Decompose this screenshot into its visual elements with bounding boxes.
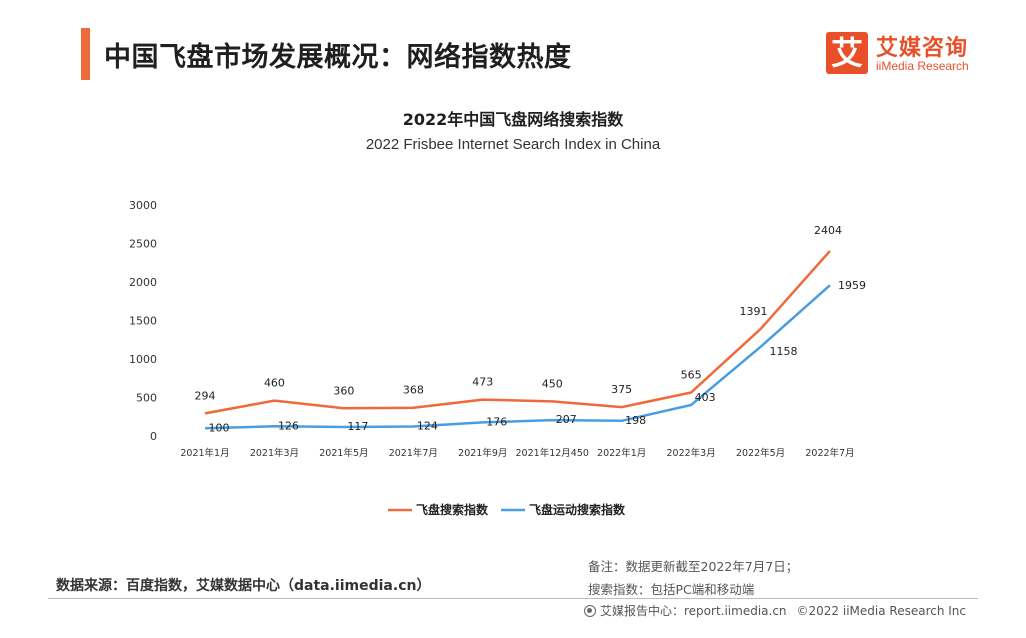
footer: 艾媒报告中心：report.iimedia.cn ©2022 iiMedia R… [584,602,966,619]
y-tick-label: 2000 [129,276,157,289]
x-tick-label: 2022年7月 [805,447,854,459]
footer-divider [48,598,978,599]
y-tick-label: 2500 [129,238,157,251]
x-tick-label: 2021年9月 [458,447,507,459]
copyright: ©2022 iiMedia Research Inc [796,603,967,618]
data-label: 375 [611,383,632,396]
data-label: 1158 [770,345,798,358]
title-accent-bar [81,28,90,80]
iimedia-logo: 艾 艾媒咨询 iiMedia Research [826,30,986,78]
data-label: 368 [403,384,424,397]
data-label: 565 [681,368,702,381]
page-title: 中国飞盘市场发展概况：网络指数热度 [104,42,572,73]
series-line-2 [204,284,831,430]
legend-label-1: 飞盘搜索指数 [416,502,489,517]
y-tick-label: 1000 [129,353,157,366]
update-note: 备注：数据更新截至2022年7月7日； [588,559,799,574]
data-label: 473 [472,376,493,389]
search-index-note: 搜索指数：包括PC端和移动端 [588,582,755,597]
data-label: 176 [486,415,507,428]
data-label: 450 [542,377,563,390]
data-label: 124 [417,419,438,432]
report-center-icon [584,604,596,617]
y-tick-label: 1500 [129,315,157,328]
data-label: 360 [333,384,354,397]
data-label: 198 [625,414,646,427]
data-label: 207 [556,413,577,426]
x-tick-label: 2022年1月 [597,447,646,459]
report-center-link[interactable]: 艾媒报告中心：report.iimedia.cn [600,604,787,618]
data-label: 117 [347,420,368,433]
chart-title: 2022年中国飞盘网络搜索指数 [402,110,624,129]
y-tick-label: 500 [136,392,157,405]
data-source: 数据来源：百度指数，艾媒数据中心（data.iimedia.cn） [56,578,431,594]
data-label: 1391 [740,305,768,318]
data-label: 294 [195,389,216,402]
data-label: 2404 [814,224,842,237]
x-tick-label: 2022年3月 [666,447,715,459]
y-tick-label: 3000 [129,199,157,212]
y-tick-label: 0 [150,430,157,443]
data-label: 460 [264,377,285,390]
x-tick-label: 2022年5月 [736,447,785,459]
x-tick-label: 2021年5月 [319,447,368,459]
series-line-1 [204,250,831,415]
data-label: 403 [695,391,716,404]
data-label: 1959 [838,279,866,292]
x-tick-label: 2021年1月 [180,447,229,459]
data-label: 126 [278,419,299,432]
logo-mark: 艾 [826,32,868,74]
logo-name-cn: 艾媒咨询 [876,36,969,61]
chart-subtitle: 2022 Frisbee Internet Search Index in Ch… [365,136,661,153]
logo-name-en: iiMedia Research [876,59,969,73]
x-tick-label: 2021年7月 [389,447,438,459]
x-tick-label: 2021年12月450 [516,447,589,459]
legend-label-2: 飞盘运动搜索指数 [529,502,626,517]
data-label: 100 [209,421,230,434]
x-tick-label: 2021年3月 [250,447,299,459]
